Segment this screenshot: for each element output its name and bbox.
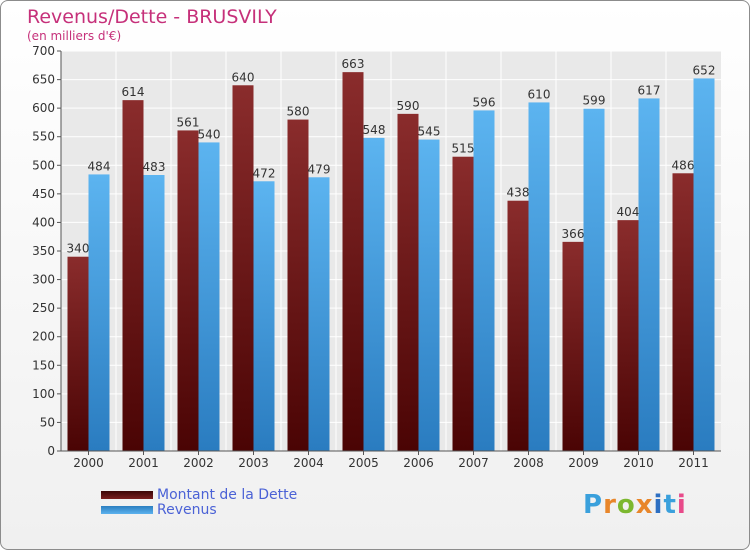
bar-revenus: [418, 139, 440, 452]
data-label: 540: [198, 127, 221, 141]
y-tick-label: 150: [32, 358, 55, 372]
x-tick-label: 2009: [568, 456, 599, 470]
legend-label-dette: Montant de la Dette: [157, 486, 298, 503]
data-label: 479: [308, 162, 331, 176]
proxiti-logo: Proxiti: [583, 490, 687, 520]
bar-revenus: [693, 78, 715, 451]
chart-subtitle: (en milliers d'€): [27, 29, 122, 43]
bar-dette: [617, 220, 639, 451]
bar-dette: [672, 173, 694, 452]
y-tick-label: 700: [32, 44, 55, 58]
data-label: 366: [562, 227, 585, 241]
bar-revenus: [583, 108, 605, 451]
data-label: 515: [452, 142, 475, 156]
data-label: 472: [253, 166, 276, 180]
y-tick-label: 600: [32, 101, 55, 115]
x-tick-label: 2007: [458, 456, 489, 470]
data-label: 486: [672, 158, 695, 172]
x-tick-label: 2011: [678, 456, 709, 470]
x-tick-label: 2008: [513, 456, 544, 470]
x-tick-label: 2010: [623, 456, 654, 470]
logo-letter: P: [583, 490, 604, 520]
y-tick-label: 350: [32, 244, 55, 258]
data-label: 610: [528, 87, 551, 101]
legend: Montant de la Dette Revenus: [101, 486, 298, 518]
legend-swatch-revenus: [101, 505, 153, 514]
bar-dette: [562, 241, 584, 451]
bar-dette: [452, 156, 474, 451]
y-tick-label: 200: [32, 330, 55, 344]
legend-label-revenus: Revenus: [157, 501, 217, 518]
x-tick-label: 2004: [293, 456, 324, 470]
x-tick-label: 2001: [128, 456, 159, 470]
bar-revenus: [308, 177, 330, 452]
data-label: 614: [122, 85, 145, 99]
logo-letter: o: [616, 490, 636, 520]
data-label: 596: [473, 95, 496, 109]
bar-revenus: [363, 137, 385, 451]
legend-swatch-dette: [101, 490, 153, 499]
y-tick-label: 50: [40, 415, 55, 429]
y-tick-label: 400: [32, 215, 55, 229]
bar-revenus: [638, 98, 660, 451]
bar-revenus: [88, 174, 110, 451]
logo-letter: t: [663, 490, 677, 520]
data-label: 652: [693, 63, 716, 77]
legend-item-dette: Montant de la Dette: [101, 486, 298, 503]
y-tick-label: 0: [47, 444, 55, 458]
x-tick-label: 2005: [348, 456, 379, 470]
bar-dette: [397, 113, 419, 451]
logo-letter: i: [676, 490, 687, 520]
bar-dette: [67, 256, 89, 451]
x-tick-label: 2000: [73, 456, 104, 470]
data-label: 404: [617, 205, 640, 219]
data-label: 545: [418, 125, 441, 139]
bar-revenus: [253, 181, 275, 452]
data-label: 561: [177, 115, 200, 129]
data-label: 548: [363, 123, 386, 137]
y-tick-label: 100: [32, 387, 55, 401]
bar-dette: [122, 100, 144, 452]
y-tick-label: 650: [32, 73, 55, 87]
data-label: 484: [88, 159, 111, 173]
y-tick-label: 500: [32, 158, 55, 172]
data-label: 640: [232, 70, 255, 84]
bar-revenus: [473, 110, 495, 451]
y-tick-label: 250: [32, 301, 55, 315]
data-label: 590: [397, 99, 420, 113]
data-label: 483: [143, 160, 166, 174]
x-tick-label: 2002: [183, 456, 214, 470]
bar-revenus: [198, 142, 220, 451]
bar-dette: [507, 200, 529, 451]
data-label: 599: [583, 94, 606, 108]
data-label: 663: [342, 57, 365, 71]
bar-dette: [177, 130, 199, 451]
data-label: 438: [507, 186, 530, 200]
y-tick-label: 550: [32, 130, 55, 144]
x-tick-label: 2006: [403, 456, 434, 470]
bar-dette: [342, 72, 364, 452]
x-tick-label: 2003: [238, 456, 269, 470]
data-label: 340: [67, 242, 90, 256]
bar-revenus: [143, 175, 165, 451]
logo-letter: r: [603, 490, 617, 520]
bar-revenus: [528, 102, 550, 451]
bar-dette: [287, 119, 309, 452]
y-tick-label: 450: [32, 187, 55, 201]
chart-title: Revenus/Dette - BRUSVILY: [27, 6, 277, 28]
bar-dette: [232, 85, 254, 452]
legend-item-revenus: Revenus: [101, 501, 297, 518]
data-label: 617: [638, 83, 661, 97]
logo-letter: x: [635, 490, 654, 520]
y-tick-label: 300: [32, 273, 55, 287]
data-label: 580: [287, 105, 310, 119]
logo-letter: i: [653, 490, 664, 520]
